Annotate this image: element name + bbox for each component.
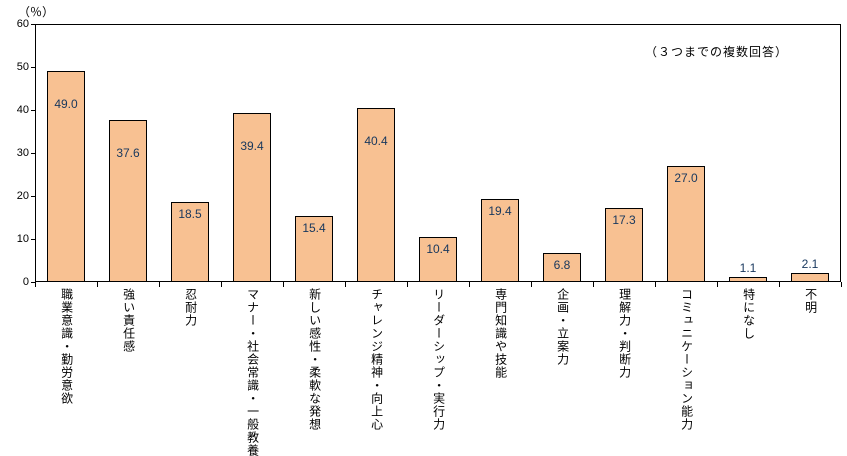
x-category-label: 不明 bbox=[779, 288, 841, 456]
x-category-label: 強い責任感 bbox=[97, 288, 159, 456]
bar-value-label: 2.1 bbox=[801, 257, 819, 271]
chart-annotation: （３つまでの複数回答） bbox=[644, 45, 788, 59]
x-tick-mark bbox=[35, 282, 36, 287]
x-category-label: 特になし bbox=[717, 288, 779, 456]
bar-6 bbox=[419, 237, 457, 282]
bar-12 bbox=[791, 273, 829, 282]
x-tick-mark bbox=[841, 282, 842, 287]
bar-0 bbox=[47, 71, 85, 282]
bar-value-label: 6.8 bbox=[553, 258, 571, 272]
bar-10 bbox=[667, 166, 705, 282]
x-tick-mark bbox=[159, 282, 160, 287]
bar-value-label: 18.5 bbox=[178, 207, 202, 221]
x-category-label-text: 理解力・判断力 bbox=[617, 288, 632, 379]
y-tick-label: 30 bbox=[16, 147, 29, 159]
bar-value-label: 39.4 bbox=[240, 139, 264, 153]
bar-value-label: 17.3 bbox=[612, 213, 636, 227]
x-category-label: 企画・立案力 bbox=[531, 288, 593, 456]
bar-value-label: 19.4 bbox=[488, 204, 512, 218]
x-category-label-text: 忍耐力 bbox=[183, 288, 198, 327]
x-tick-mark bbox=[779, 282, 780, 287]
x-tick-mark bbox=[469, 282, 470, 287]
x-category-label: マナー・社会常識・一般教養 bbox=[221, 288, 283, 456]
bar-value-label: 37.6 bbox=[116, 146, 140, 160]
bar-2 bbox=[171, 202, 209, 282]
y-tick-mark bbox=[31, 110, 35, 111]
x-tick-mark bbox=[531, 282, 532, 287]
y-tick-label: 50 bbox=[16, 61, 29, 73]
x-category-label-text: 職業意識・勤労意欲 bbox=[59, 288, 74, 405]
x-category-label: 職業意識・勤労意欲 bbox=[35, 288, 97, 456]
x-tick-mark bbox=[717, 282, 718, 287]
bar-7 bbox=[481, 199, 519, 282]
x-category-label: 理解力・判断力 bbox=[593, 288, 655, 456]
x-category-label-text: 特になし bbox=[741, 288, 756, 340]
x-category-label-text: 企画・立案力 bbox=[555, 288, 570, 366]
x-tick-mark bbox=[655, 282, 656, 287]
bar-1 bbox=[109, 120, 147, 282]
x-tick-mark bbox=[345, 282, 346, 287]
x-tick-mark bbox=[97, 282, 98, 287]
x-category-label: コミュニケーション能力 bbox=[655, 288, 717, 456]
x-category-label: 新しい感性・柔軟な発想 bbox=[283, 288, 345, 456]
y-tick-label: 40 bbox=[16, 104, 29, 116]
bar-5 bbox=[357, 108, 395, 282]
y-tick-label: 20 bbox=[16, 190, 29, 202]
x-category-label-text: 強い責任感 bbox=[121, 288, 136, 353]
x-category-label-text: コミュニケーション能力 bbox=[679, 288, 694, 431]
bar-value-label: 15.4 bbox=[302, 221, 326, 235]
x-tick-mark bbox=[221, 282, 222, 287]
y-tick-label: 10 bbox=[16, 233, 29, 245]
bar-8 bbox=[543, 253, 581, 282]
y-tick-mark bbox=[31, 24, 35, 25]
bar-9 bbox=[605, 208, 643, 282]
y-tick-mark bbox=[31, 282, 35, 283]
x-category-label-text: チャレンジ精神・向上心 bbox=[369, 288, 384, 431]
x-category-label-text: リーダーシップ・実行力 bbox=[431, 288, 446, 431]
y-tick-mark bbox=[31, 239, 35, 240]
bar-value-label: 27.0 bbox=[674, 171, 698, 185]
x-category-label-text: 専門知識や技能 bbox=[493, 288, 508, 379]
x-tick-mark bbox=[283, 282, 284, 287]
x-category-label: 忍耐力 bbox=[159, 288, 221, 456]
x-category-label: リーダーシップ・実行力 bbox=[407, 288, 469, 456]
y-tick-label: 0 bbox=[22, 276, 29, 288]
x-category-label-text: 不明 bbox=[803, 288, 818, 314]
x-category-label-text: マナー・社会常識・一般教養 bbox=[245, 288, 260, 456]
bar-value-label: 49.0 bbox=[54, 97, 78, 111]
y-tick-mark bbox=[31, 153, 35, 154]
x-category-label-text: 新しい感性・柔軟な発想 bbox=[307, 288, 322, 431]
x-tick-mark bbox=[593, 282, 594, 287]
x-category-label: チャレンジ精神・向上心 bbox=[345, 288, 407, 456]
bar-value-label: 40.4 bbox=[364, 134, 388, 148]
bar-11 bbox=[729, 277, 767, 282]
y-axis-unit-label: （％） bbox=[18, 5, 55, 19]
y-tick-mark bbox=[31, 67, 35, 68]
x-category-label: 専門知識や技能 bbox=[469, 288, 531, 456]
x-tick-mark bbox=[407, 282, 408, 287]
bar-3 bbox=[233, 113, 271, 282]
bar-value-label: 10.4 bbox=[426, 242, 450, 256]
y-tick-mark bbox=[31, 196, 35, 197]
y-tick-label: 60 bbox=[16, 18, 29, 30]
bar-value-label: 1.1 bbox=[739, 261, 757, 275]
bar-4 bbox=[295, 216, 333, 282]
